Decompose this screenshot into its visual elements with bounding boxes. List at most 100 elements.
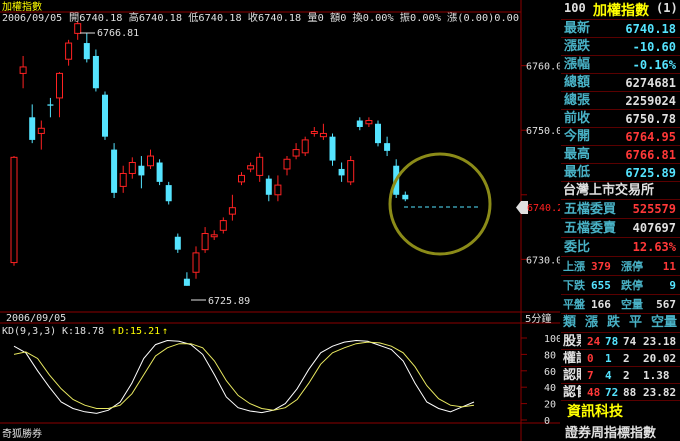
sector-cell-flat: 88 — [623, 386, 637, 399]
kd-tick-1: 80 — [544, 350, 556, 361]
candle — [247, 162, 255, 173]
sector-cell-name: 股票 — [563, 334, 581, 349]
candle — [384, 136, 391, 157]
candle — [165, 181, 172, 205]
quote-label: 漲跌 — [564, 39, 591, 54]
up-label: 上漲 — [563, 260, 585, 273]
kd-tick-5: 0 — [544, 416, 550, 427]
news-ticker-row[interactable]: 證券周指標指數 — [561, 421, 680, 441]
price-tick-3: 6730.0 — [526, 255, 560, 266]
price-axis: 6760.0 6750.0 6730.0 — [521, 62, 560, 266]
panel-header-suffix: (1) — [656, 1, 678, 15]
candle — [92, 49, 99, 92]
quote-row: 最低 6725.89 — [561, 164, 680, 182]
sector-row: 權證 012 20.02 — [561, 350, 680, 367]
high-annotation: 6766.81 — [97, 28, 139, 39]
sector-header-3: 平 — [629, 315, 643, 330]
bid-label: 五檔委買 — [564, 202, 617, 217]
quote-row: 今開 6764.95 — [561, 128, 680, 146]
sector-header-0: 類 — [563, 315, 577, 330]
footer-brand: 奇狐勝券 — [2, 427, 42, 440]
sector-cell-flat: 2 — [623, 369, 630, 382]
candle — [274, 175, 282, 202]
down-value: 655 — [591, 279, 611, 292]
candle — [128, 157, 136, 179]
candle — [310, 126, 318, 137]
sector-cell-up: 0 — [587, 352, 594, 365]
kd-d-line — [13, 341, 475, 411]
candle — [347, 156, 355, 186]
kd-axis: 100 80 60 40 20 0 — [521, 334, 560, 427]
period-label[interactable]: 5分鐘 — [525, 312, 551, 325]
price-tick-1: 6750.0 — [526, 126, 560, 137]
quote-row: 最高 6766.81 — [561, 146, 680, 164]
sector-cell-name: 認售權證 — [563, 385, 581, 400]
kd-tick-2: 60 — [544, 367, 556, 378]
quote-label: 漲幅 — [564, 57, 591, 72]
sector-cell-down: 72 — [605, 386, 619, 399]
exchange-label: 台灣上市交易所 — [563, 183, 655, 198]
sector-cell-name: 權證 — [563, 351, 581, 366]
candle — [65, 39, 73, 66]
news-ticker[interactable]: 證券周指標指數 — [565, 426, 657, 441]
exchange-row: 台灣上市交易所 — [561, 181, 680, 200]
quote-value: 6725.89 — [625, 166, 676, 180]
quote-row: 總額 6274681 — [561, 74, 680, 92]
kd-d-arrow: ↑ — [162, 326, 168, 337]
ask-row: 五檔委賣 407697 — [561, 219, 680, 238]
quote-value: -10.60 — [632, 40, 676, 54]
candle — [201, 227, 209, 253]
sector-header-4: 空量 — [651, 315, 678, 330]
candle — [256, 152, 264, 182]
candle — [47, 97, 54, 118]
panel-header-num: 100 — [564, 1, 586, 15]
candle — [138, 156, 145, 189]
candle — [83, 33, 90, 63]
ratio-row: 委比 12.63% — [561, 238, 680, 257]
quote-row: 漲幅 -0.16% — [561, 56, 680, 74]
candle — [283, 156, 291, 176]
kline-chart[interactable]: 加權指數 2006/09/05 開6740.18 高6740.18 低6740.… — [0, 0, 560, 441]
candle — [74, 21, 82, 40]
ratio-value: 12.63% — [632, 240, 676, 254]
sector-row: 認購權證 742 1.38 — [561, 367, 680, 384]
sector-cell-down: 1 — [605, 352, 612, 365]
news-row[interactable]: 資訊科技 — [561, 400, 680, 420]
quote-label: 最高 — [564, 147, 591, 162]
flat-label: 平盤 — [563, 298, 585, 311]
window-title: 加權指數 — [2, 0, 42, 13]
candle — [119, 165, 127, 193]
quote-label: 前收 — [564, 111, 591, 126]
quote-value: 6274681 — [625, 76, 676, 90]
sector-cell-empty: 23.82 — [643, 386, 677, 399]
candle — [228, 194, 236, 221]
candle — [329, 133, 336, 166]
kd-d-value: D:15.21 — [118, 326, 160, 337]
news-title[interactable]: 資訊科技 — [567, 404, 623, 420]
ratio-label: 委比 — [564, 240, 591, 255]
header-date: 2006/09/05 — [2, 13, 62, 24]
candle — [265, 175, 272, 202]
current-price-label: 6740.2 — [527, 203, 560, 214]
candle — [338, 162, 345, 182]
candle — [10, 156, 18, 266]
sector-row: 認售權證 48 72 88 23.82 — [561, 384, 680, 401]
kd-k-arrow: ↑ — [111, 326, 117, 337]
candle — [102, 91, 108, 140]
panel-header-title: 加權指數 — [593, 3, 649, 19]
quote-row: 漲跌 -10.60 — [561, 38, 680, 56]
sector-cell-up: 24 — [587, 335, 601, 348]
quote-row: 總張 2259024 — [561, 92, 680, 110]
panel-header: 100 加權指數 (1) — [561, 0, 680, 20]
down-limit-label: 跌停 — [621, 279, 643, 292]
candle — [219, 217, 227, 234]
candle — [210, 230, 218, 240]
sector-cell-flat: 74 — [623, 335, 637, 348]
candle — [156, 159, 163, 186]
quote-label: 最新 — [564, 21, 591, 36]
price-tick-0: 6760.0 — [526, 62, 560, 73]
quote-value: 6766.81 — [625, 148, 676, 162]
candle — [111, 143, 118, 199]
sector-header-row: 類漲跌平空量 — [561, 314, 680, 333]
sector-cell-up: 48 — [587, 386, 601, 399]
